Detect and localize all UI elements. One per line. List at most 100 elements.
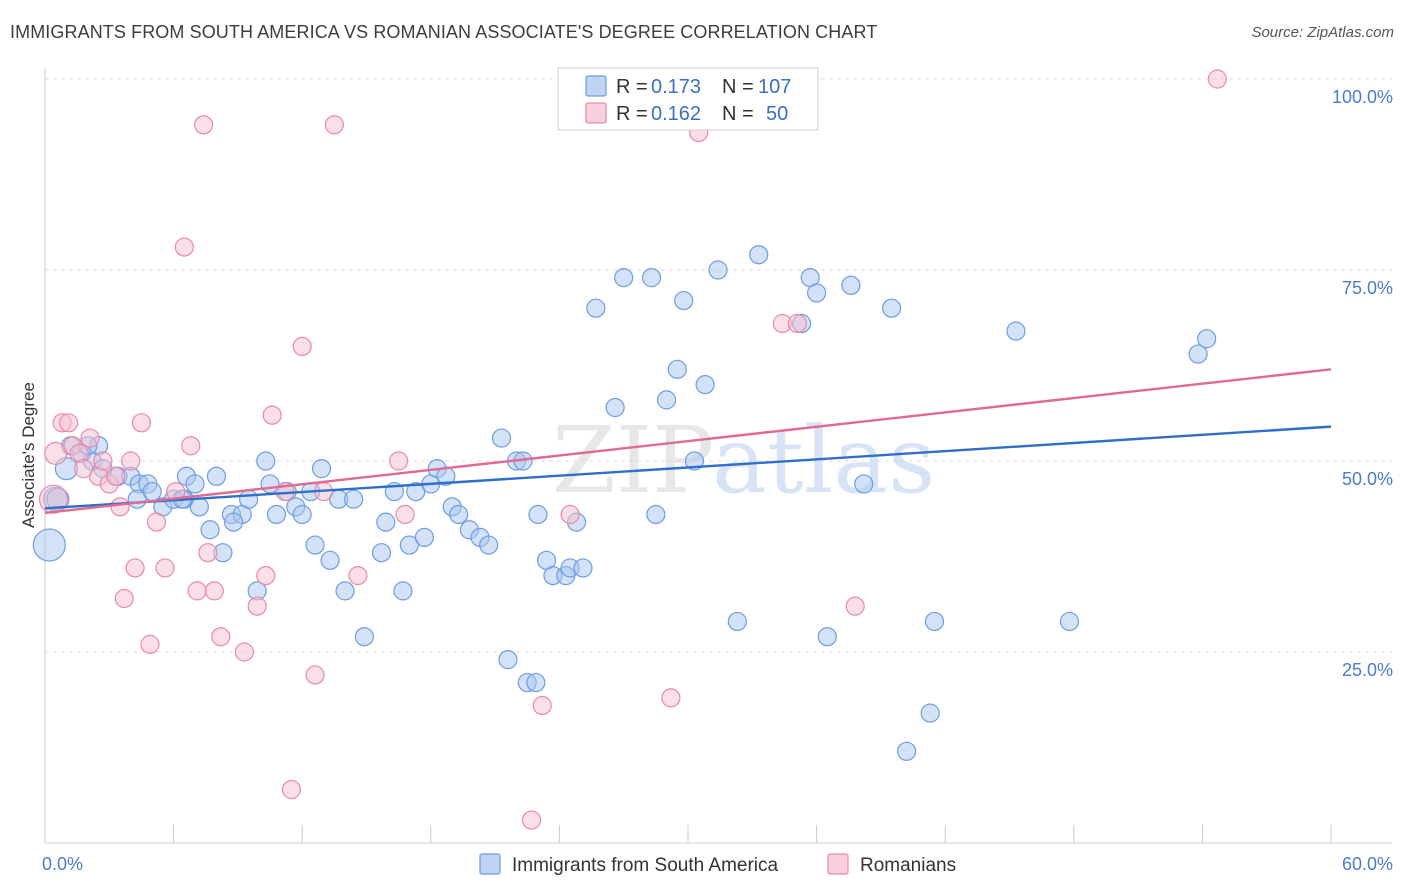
- point-blue: [491, 428, 512, 448]
- point-blue: [406, 481, 426, 502]
- point-blue: [1188, 344, 1208, 364]
- point-blue: [641, 268, 662, 288]
- point-blue: [320, 550, 340, 570]
- point-blue: [200, 520, 220, 540]
- legend-swatch-blue: [585, 75, 607, 97]
- point-pink: [114, 588, 134, 609]
- legend-n-label-blue: N =: [722, 76, 754, 98]
- point-blue: [376, 512, 396, 532]
- point-pink: [194, 115, 214, 135]
- point-pink: [395, 504, 415, 525]
- legend-swatch-pink: [585, 102, 607, 124]
- point-blue: [449, 504, 469, 525]
- point-blue: [292, 504, 312, 525]
- point-pink: [155, 558, 175, 578]
- trend-line-pink: [44, 368, 1332, 515]
- grid-lines: [45, 78, 1392, 653]
- tick-labels: 25.0% 50.0% 75.0% 100.0% 0.0% 60.0%: [42, 87, 1393, 874]
- point-pink: [204, 581, 224, 601]
- bottom-legend-label-blue: Immigrants from South America: [512, 855, 779, 876]
- point-blue: [667, 359, 687, 379]
- legend-n-label-pink: N =: [722, 103, 754, 125]
- point-pink: [198, 543, 218, 563]
- point-blue: [897, 741, 917, 761]
- point-blue: [335, 581, 355, 601]
- point-blue: [1197, 329, 1217, 349]
- point-blue: [656, 390, 677, 410]
- point-blue: [924, 611, 945, 632]
- point-blue: [646, 504, 666, 525]
- point-pink: [532, 695, 552, 716]
- point-pink: [80, 428, 100, 448]
- point-blue: [695, 375, 715, 395]
- point-blue: [674, 290, 694, 311]
- point-pink: [521, 810, 542, 830]
- point-pink: [106, 466, 126, 486]
- point-pink: [845, 596, 865, 616]
- point-blue: [573, 558, 593, 578]
- watermark-atlas: atlas: [712, 407, 935, 514]
- point-blue: [239, 489, 259, 509]
- point-pink: [58, 413, 79, 433]
- point-blue: [806, 283, 827, 303]
- point-pink: [121, 451, 141, 471]
- correlation-legend: R = 0.173 N = 107 R = 0.162 N = 50: [557, 67, 819, 131]
- bottom-legend-label-pink: Romanians: [860, 855, 956, 876]
- data-points: [32, 69, 1228, 830]
- point-pink: [661, 688, 681, 708]
- point-blue: [1059, 611, 1080, 632]
- x-tick-label: 0.0%: [42, 854, 83, 874]
- point-pink: [787, 313, 807, 334]
- y-tick-label: 75.0%: [1342, 278, 1393, 298]
- point-pink: [146, 512, 167, 532]
- point-pink: [140, 634, 160, 654]
- point-pink: [348, 565, 368, 586]
- y-tick-label: 50.0%: [1342, 469, 1393, 489]
- point-blue: [605, 397, 625, 418]
- legend-r-value-blue: 0.173: [651, 76, 701, 98]
- point-pink: [110, 497, 130, 517]
- y-tick-label: 25.0%: [1342, 660, 1393, 680]
- point-blue: [498, 650, 518, 670]
- point-blue: [614, 268, 634, 288]
- source-label: Source: ZipAtlas.com: [1251, 24, 1394, 41]
- point-blue: [189, 497, 209, 517]
- point-blue: [708, 260, 728, 280]
- point-blue: [526, 672, 546, 693]
- point-pink: [93, 451, 113, 471]
- point-blue: [344, 489, 364, 509]
- point-blue: [414, 527, 434, 548]
- point-blue: [399, 535, 419, 555]
- point-blue: [256, 451, 276, 471]
- point-blue: [127, 489, 147, 509]
- series-legend: Immigrants from South America Romanians: [479, 853, 956, 876]
- trend-line-blue: [44, 425, 1332, 510]
- point-pink: [131, 413, 152, 433]
- point-pink: [73, 459, 94, 479]
- point-blue: [479, 535, 499, 555]
- point-pink: [174, 237, 194, 257]
- bottom-legend-swatch-pink: [827, 853, 849, 875]
- point-pink: [281, 779, 302, 800]
- point-pink: [389, 451, 409, 471]
- point-blue: [311, 459, 332, 479]
- point-pink: [125, 558, 145, 578]
- point-pink: [187, 581, 207, 601]
- watermark: ZIP atlas: [552, 407, 935, 514]
- point-pink: [181, 436, 201, 456]
- legend-n-value-pink: 50: [766, 103, 788, 125]
- point-pink: [247, 596, 267, 616]
- y-axis-title: Associate's Degree: [19, 382, 38, 528]
- point-pink: [211, 627, 231, 647]
- x-tick-label: 60.0%: [1342, 854, 1393, 874]
- point-blue: [749, 245, 769, 265]
- point-blue: [920, 703, 940, 723]
- point-blue: [206, 466, 227, 486]
- point-pink: [1207, 69, 1228, 89]
- point-blue: [32, 528, 66, 562]
- point-pink: [234, 642, 254, 662]
- point-blue: [1006, 321, 1026, 341]
- point-blue: [586, 298, 606, 318]
- point-blue: [305, 535, 325, 555]
